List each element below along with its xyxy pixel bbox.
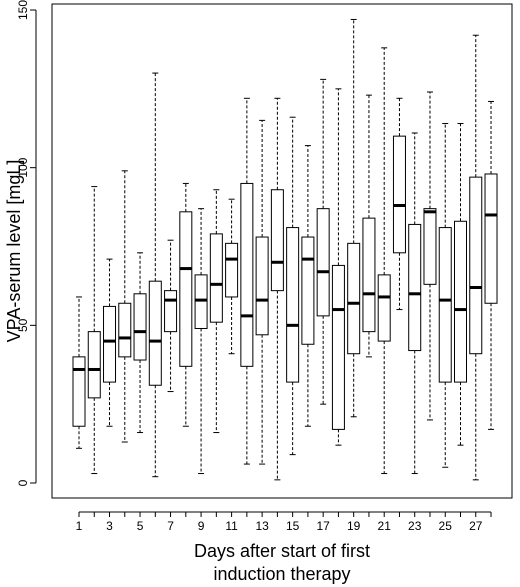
box-iqr bbox=[72, 356, 86, 427]
boxes-layer bbox=[72, 18, 498, 481]
box-day-16 bbox=[301, 145, 315, 427]
box-day-2 bbox=[87, 186, 101, 475]
box-day-1 bbox=[72, 296, 86, 449]
box-day-19 bbox=[347, 18, 361, 418]
box-day-7 bbox=[164, 239, 178, 393]
plot-frame bbox=[51, 3, 513, 499]
x-tick-label-13: 13 bbox=[255, 519, 269, 533]
x-tick-label-21: 21 bbox=[378, 519, 392, 533]
y-axis: 0 50 100 150 bbox=[16, 0, 37, 486]
box-day-13 bbox=[255, 119, 269, 465]
box-day-22 bbox=[392, 97, 406, 311]
box-iqr bbox=[255, 236, 269, 336]
x-tick-label-19: 19 bbox=[347, 519, 361, 533]
box-iqr bbox=[423, 208, 437, 285]
box-day-3 bbox=[103, 258, 117, 427]
x-axis: 1 3 5 7 9 11 13 15 17 19 21 23 25 27 bbox=[76, 511, 492, 533]
box-day-5 bbox=[133, 252, 147, 434]
box-iqr bbox=[454, 220, 467, 383]
box-iqr bbox=[316, 208, 330, 317]
box-iqr bbox=[103, 305, 117, 383]
y-tick-label-0: 0 bbox=[16, 479, 30, 486]
box-day-24 bbox=[423, 91, 437, 421]
box-day-15 bbox=[286, 116, 300, 456]
box-iqr bbox=[209, 233, 223, 323]
box-iqr bbox=[225, 242, 239, 298]
box-iqr bbox=[179, 211, 193, 367]
x-axis-label-line-1: Days after start of first bbox=[194, 541, 370, 561]
y-tick-label-100: 100 bbox=[16, 157, 30, 177]
y-tick-label-150: 150 bbox=[16, 0, 30, 20]
box-day-4 bbox=[118, 170, 132, 443]
x-tick-label-9: 9 bbox=[198, 519, 205, 533]
box-iqr bbox=[377, 274, 391, 342]
box-day-27 bbox=[469, 34, 483, 481]
x-tick-label-5: 5 bbox=[137, 519, 144, 533]
box-day-21 bbox=[377, 47, 391, 475]
x-tick-label-15: 15 bbox=[286, 519, 300, 533]
box-day-28 bbox=[484, 100, 498, 430]
box-day-18 bbox=[331, 88, 345, 446]
x-tick-label-17: 17 bbox=[316, 519, 330, 533]
x-tick-label-7: 7 bbox=[167, 519, 174, 533]
x-tick-label-23: 23 bbox=[408, 519, 422, 533]
box-day-20 bbox=[362, 94, 376, 358]
box-iqr bbox=[438, 227, 452, 383]
box-iqr bbox=[240, 182, 254, 367]
box-iqr bbox=[484, 173, 498, 304]
box-day-12 bbox=[240, 97, 254, 465]
box-iqr bbox=[392, 135, 406, 254]
box-day-26 bbox=[454, 123, 467, 446]
box-iqr bbox=[331, 264, 345, 430]
x-tick-label-11: 11 bbox=[225, 519, 238, 533]
box-iqr bbox=[469, 176, 483, 355]
box-iqr bbox=[118, 302, 132, 358]
y-tick-label-50: 50 bbox=[16, 318, 30, 332]
box-iqr bbox=[286, 227, 300, 383]
box-day-14 bbox=[270, 97, 284, 481]
box-iqr bbox=[194, 274, 208, 329]
box-day-17 bbox=[316, 78, 330, 405]
box-day-23 bbox=[408, 132, 422, 475]
box-iqr bbox=[270, 189, 284, 292]
x-tick-label-1: 1 bbox=[76, 519, 83, 533]
box-day-6 bbox=[148, 72, 162, 478]
x-tick-label-27: 27 bbox=[469, 519, 483, 533]
box-iqr bbox=[408, 223, 422, 352]
x-tick-label-25: 25 bbox=[439, 519, 453, 533]
box-day-25 bbox=[438, 123, 452, 468]
box-iqr bbox=[148, 280, 162, 386]
box-day-8 bbox=[179, 182, 193, 427]
box-iqr bbox=[362, 217, 376, 333]
box-iqr bbox=[133, 293, 147, 361]
box-iqr bbox=[87, 331, 101, 399]
box-iqr bbox=[164, 290, 178, 333]
x-axis-label-line-2: induction therapy bbox=[213, 564, 350, 584]
box-day-11 bbox=[225, 198, 239, 355]
y-axis-label: VPA-serum level [mgL] bbox=[4, 160, 24, 343]
x-tick-label-3: 3 bbox=[106, 519, 113, 533]
box-day-10 bbox=[209, 189, 223, 434]
box-day-9 bbox=[194, 208, 208, 475]
box-iqr bbox=[347, 242, 361, 355]
box-iqr bbox=[301, 236, 315, 345]
